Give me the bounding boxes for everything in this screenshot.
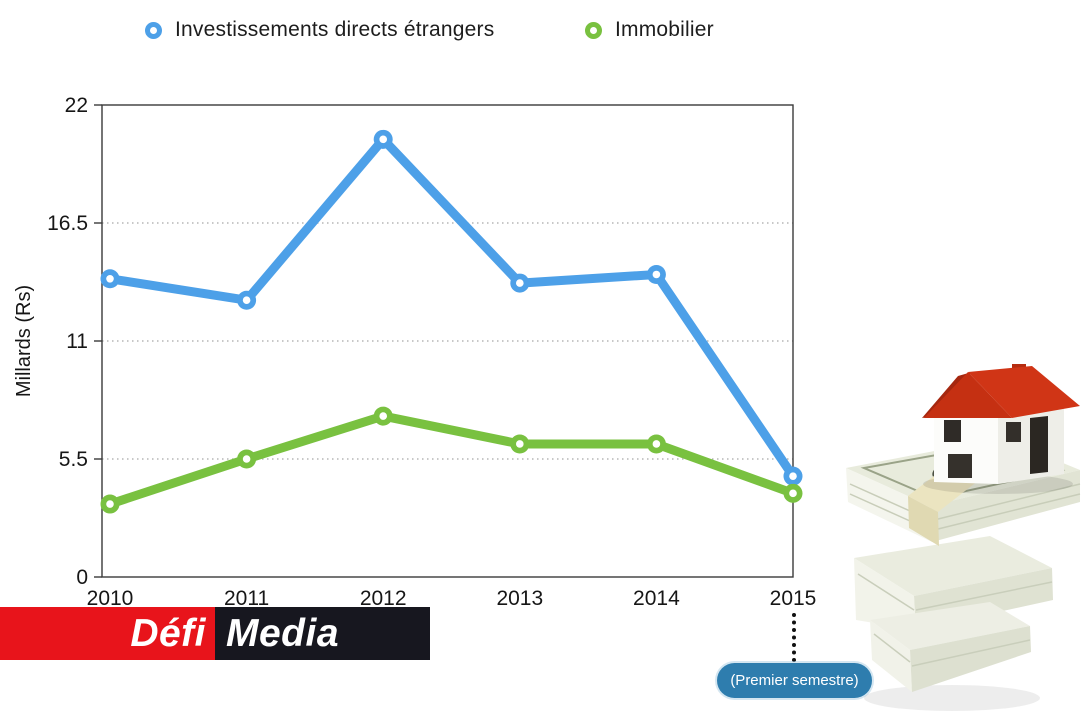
data-point-hole (652, 440, 661, 448)
logo-text-media: Media (226, 611, 340, 655)
data-point-hole (106, 500, 114, 508)
data-point-hole (789, 472, 797, 480)
logo-text-defi: Défi (130, 611, 206, 655)
series-line-1 (105, 411, 798, 509)
y-axis-title: Millards (Rs) (13, 285, 35, 397)
series-line-0 (105, 134, 798, 481)
x-tick-label: 2012 (360, 587, 407, 610)
x-tick-label: 2010 (87, 587, 134, 610)
data-point-hole (652, 270, 661, 279)
legend-item-ide: Investissements directs étrangers (145, 18, 494, 42)
x-tick-label: 2015 (770, 587, 817, 610)
data-point-hole (789, 489, 797, 498)
x-tick-label: 2014 (633, 587, 680, 610)
data-point-hole (379, 135, 388, 144)
premier-semestre-badge: (Premier semestre) (717, 663, 872, 698)
y-tick-label: 0 (76, 566, 88, 589)
data-point-hole (516, 440, 524, 448)
legend-marker-ide-icon (145, 21, 162, 39)
dotted-connector-line (792, 613, 796, 662)
y-tick-label: 11 (66, 330, 88, 353)
x-tick-label: 2011 (224, 587, 269, 610)
data-point-hole (516, 279, 524, 287)
legend-marker-immobilier-icon (585, 21, 602, 39)
y-tick-label: 22 (65, 94, 88, 117)
legend-item-immobilier: Immobilier (585, 18, 714, 42)
money-stack-bottom-icon (854, 536, 1053, 711)
legend-label-immobilier: Immobilier (615, 18, 714, 41)
data-point-hole (242, 455, 251, 463)
y-tick-label: 5.5 (59, 448, 88, 471)
house-icon (922, 364, 1080, 494)
defi-media-logo: Défi Media (0, 607, 430, 660)
data-point-hole (379, 412, 388, 420)
logo-black-block: Media (215, 607, 430, 660)
x-tick-label: 2013 (496, 587, 543, 610)
house-on-money-stacks-icon (846, 364, 1081, 711)
logo-red-block: Défi (0, 607, 215, 660)
y-tick-label: 16.5 (47, 212, 88, 235)
data-point-hole (106, 274, 114, 283)
data-point-hole (242, 296, 251, 305)
line-chart: 0 5.5 11 16.5 22 2010 2011 2012 2013 2014 2015 Mill… (13, 94, 817, 610)
legend-label-ide: Investissements directs étrangers (175, 18, 495, 41)
